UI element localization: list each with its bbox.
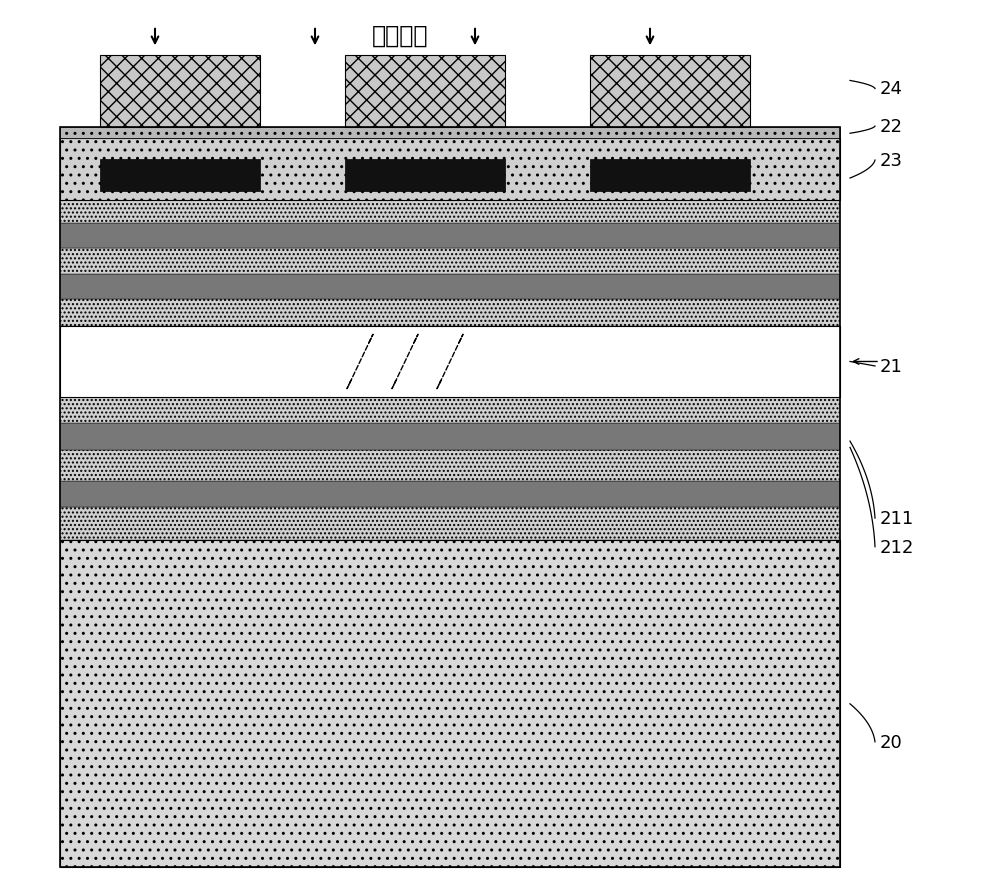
Bar	[60, 224, 840, 249]
Text: 212: 212	[880, 538, 914, 556]
Bar	[60, 128, 840, 139]
Text: 22: 22	[880, 118, 903, 136]
Bar	[100, 56, 260, 128]
Bar	[60, 249, 840, 274]
Bar	[60, 128, 840, 867]
Bar	[60, 541, 840, 867]
Bar	[60, 326, 840, 398]
Bar	[100, 160, 260, 192]
Bar	[345, 160, 505, 192]
Bar	[590, 160, 750, 192]
Bar	[60, 508, 840, 541]
Bar	[60, 481, 840, 508]
Text: 211: 211	[880, 510, 914, 527]
Bar	[60, 299, 840, 326]
Bar	[60, 201, 840, 224]
Text: 21: 21	[880, 358, 903, 375]
Bar	[60, 139, 840, 201]
Bar	[60, 398, 840, 424]
Bar	[60, 274, 840, 299]
Bar	[590, 56, 750, 128]
Bar	[345, 56, 505, 128]
Text: 23: 23	[880, 152, 903, 170]
Bar	[60, 451, 840, 481]
Text: 24: 24	[880, 80, 903, 98]
Text: 入射光子: 入射光子	[372, 24, 428, 47]
Text: 20: 20	[880, 733, 903, 751]
Bar	[60, 424, 840, 451]
